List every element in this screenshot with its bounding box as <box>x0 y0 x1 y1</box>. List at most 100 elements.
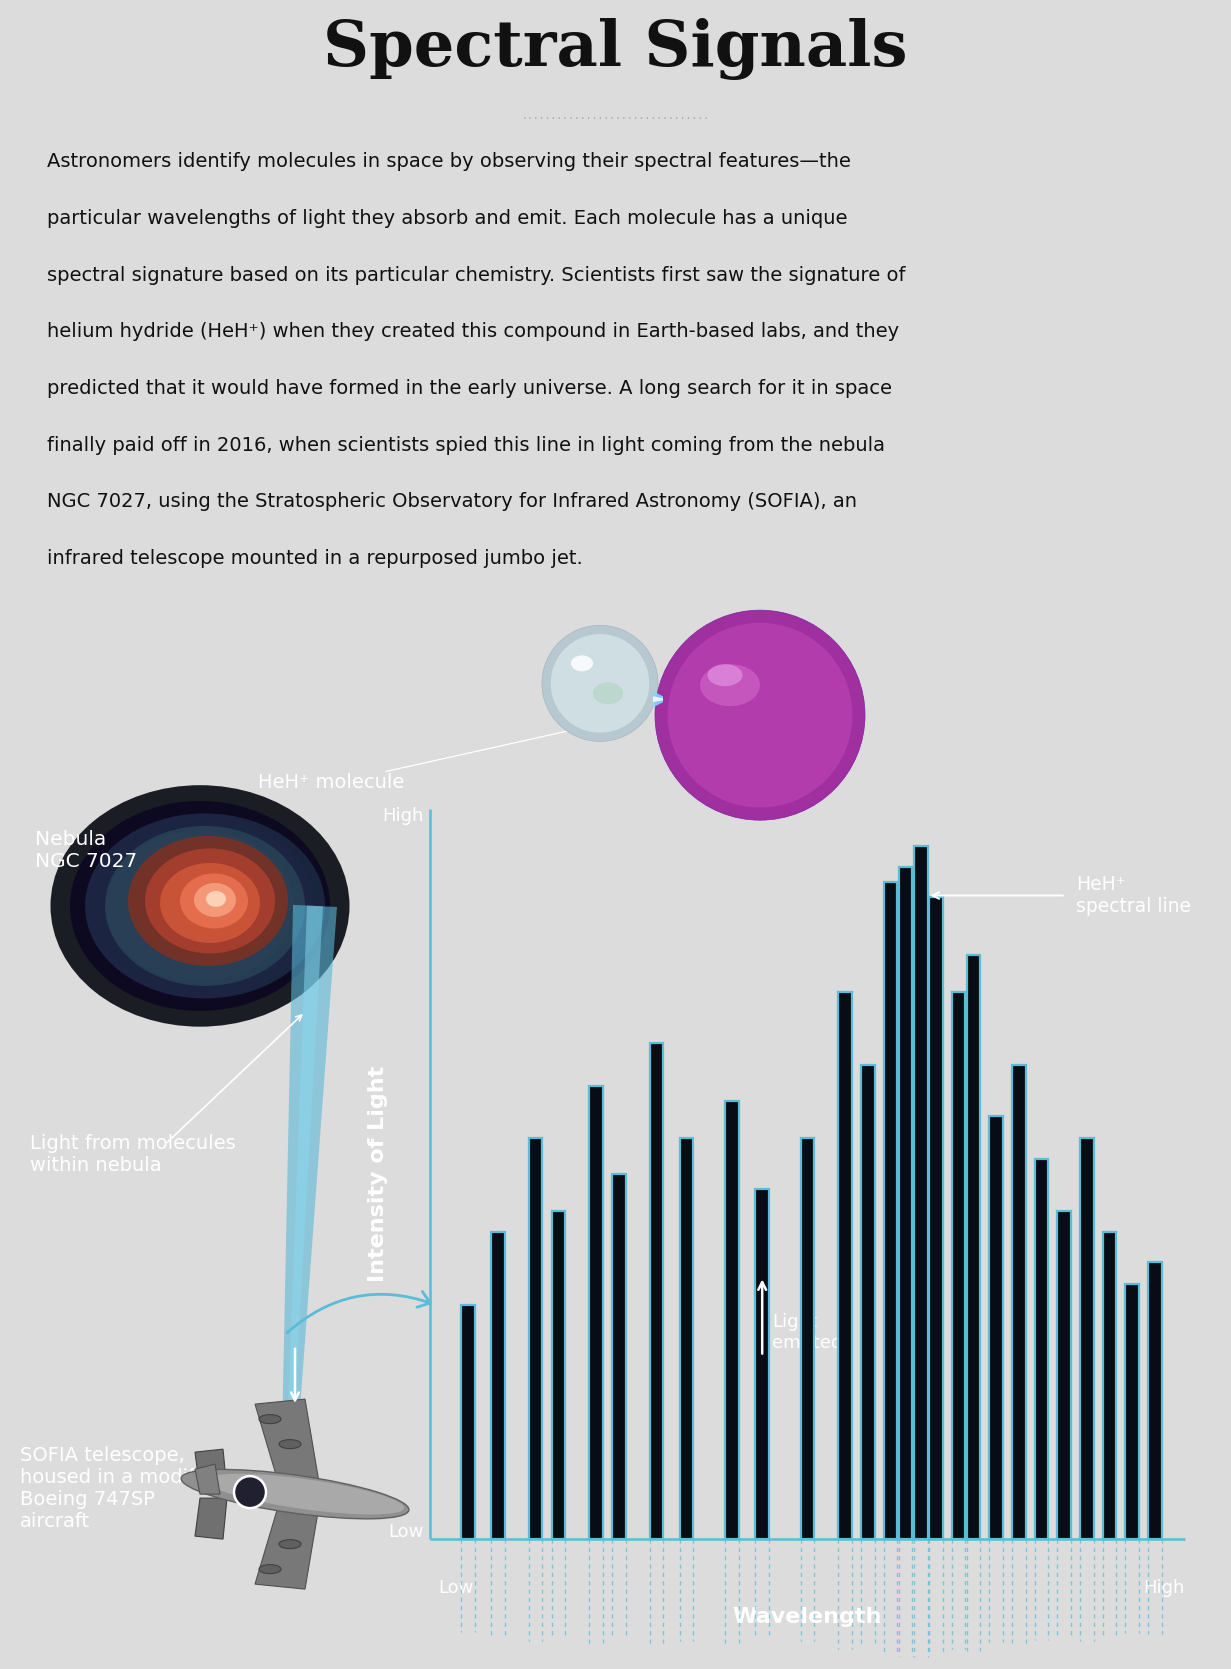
Bar <box>1080 1138 1093 1539</box>
Bar <box>952 991 965 1539</box>
Bar <box>680 1138 693 1539</box>
Bar <box>913 846 927 1539</box>
Ellipse shape <box>106 831 294 981</box>
Bar <box>1035 1160 1049 1539</box>
Circle shape <box>234 1475 266 1509</box>
Bar <box>491 1232 505 1539</box>
FancyArrowPatch shape <box>287 1292 430 1334</box>
Bar <box>1125 1283 1139 1539</box>
Text: spectral signature based on its particular chemistry. Scientists first saw the s: spectral signature based on its particul… <box>47 265 905 285</box>
Polygon shape <box>282 905 337 1437</box>
Text: Nebula
NGC 7027: Nebula NGC 7027 <box>34 829 137 871</box>
Ellipse shape <box>259 1415 281 1424</box>
Text: HeH⁺
spectral line: HeH⁺ spectral line <box>1076 875 1190 916</box>
Text: infrared telescope mounted in a repurposed jumbo jet.: infrared telescope mounted in a repurpos… <box>47 549 582 567</box>
Circle shape <box>667 623 852 808</box>
Bar <box>929 896 943 1539</box>
Bar <box>913 846 927 1539</box>
Ellipse shape <box>708 664 742 686</box>
Polygon shape <box>652 691 664 708</box>
Ellipse shape <box>145 848 275 953</box>
Bar <box>551 1210 565 1539</box>
Text: Astronomers identify molecules in space by observing their spectral features—the: Astronomers identify molecules in space … <box>47 152 851 172</box>
Polygon shape <box>255 1399 320 1489</box>
Bar <box>680 1138 693 1539</box>
Bar <box>650 1043 664 1539</box>
Bar <box>491 1232 505 1539</box>
Bar <box>929 896 943 1539</box>
Bar <box>1057 1210 1071 1539</box>
Polygon shape <box>255 1500 320 1589</box>
Bar <box>990 1115 1003 1539</box>
Polygon shape <box>194 1449 227 1490</box>
Bar <box>800 1138 814 1539</box>
Text: predicted that it would have formed in the early universe. A long search for it : predicted that it would have formed in t… <box>47 379 891 397</box>
Text: particular wavelengths of light they absorb and emit. Each molecule has a unique: particular wavelengths of light they abs… <box>47 209 847 229</box>
Ellipse shape <box>593 683 623 704</box>
Bar <box>952 991 965 1539</box>
Ellipse shape <box>206 1474 404 1514</box>
Polygon shape <box>194 1464 220 1494</box>
Text: Intensity of Light: Intensity of Light <box>368 1066 388 1282</box>
Circle shape <box>655 611 865 819</box>
Ellipse shape <box>85 813 325 998</box>
Bar <box>551 1210 565 1539</box>
Bar <box>1149 1262 1162 1539</box>
Ellipse shape <box>571 656 593 671</box>
Bar <box>590 1087 603 1539</box>
Bar <box>838 991 852 1539</box>
Text: Low: Low <box>389 1524 423 1540</box>
Bar <box>862 1065 875 1539</box>
Ellipse shape <box>160 863 260 943</box>
Bar <box>1035 1160 1049 1539</box>
Ellipse shape <box>259 1564 281 1574</box>
Bar <box>1012 1065 1025 1539</box>
Ellipse shape <box>180 873 247 928</box>
Bar <box>756 1188 769 1539</box>
Polygon shape <box>652 696 664 703</box>
Bar <box>529 1138 543 1539</box>
Ellipse shape <box>50 784 350 1026</box>
Circle shape <box>542 626 659 741</box>
Bar <box>460 1305 474 1539</box>
Bar <box>838 991 852 1539</box>
Bar <box>899 868 912 1539</box>
Bar <box>725 1102 739 1539</box>
Ellipse shape <box>181 1469 409 1519</box>
Bar <box>1080 1138 1093 1539</box>
Text: Light from molecules
within nebula: Light from molecules within nebula <box>30 1133 236 1175</box>
Bar <box>612 1173 625 1539</box>
Ellipse shape <box>128 836 288 966</box>
Bar <box>800 1138 814 1539</box>
Bar <box>460 1305 474 1539</box>
Bar <box>1012 1065 1025 1539</box>
Ellipse shape <box>206 891 227 906</box>
Bar <box>756 1188 769 1539</box>
Bar <box>862 1065 875 1539</box>
Bar <box>884 881 897 1539</box>
Text: Light
emitted: Light emitted <box>772 1314 842 1352</box>
Bar <box>725 1102 739 1539</box>
Text: finally paid off in 2016, when scientists spied this line in light coming from t: finally paid off in 2016, when scientist… <box>47 436 885 454</box>
Bar <box>1103 1232 1117 1539</box>
Text: Spectral Signals: Spectral Signals <box>324 18 907 80</box>
Bar <box>884 881 897 1539</box>
Text: High: High <box>383 808 423 824</box>
Bar <box>1057 1210 1071 1539</box>
Bar <box>990 1115 1003 1539</box>
Text: High: High <box>1144 1579 1185 1597</box>
Bar <box>966 955 980 1539</box>
Text: ................................: ................................ <box>522 110 709 120</box>
Ellipse shape <box>700 664 760 706</box>
Ellipse shape <box>279 1539 302 1549</box>
Ellipse shape <box>105 826 305 986</box>
Ellipse shape <box>70 801 330 1011</box>
Ellipse shape <box>279 1440 302 1449</box>
Text: Low: Low <box>438 1579 474 1597</box>
Bar <box>590 1087 603 1539</box>
Bar <box>1103 1232 1117 1539</box>
Text: NGC 7027, using the Stratospheric Observatory for Infrared Astronomy (SOFIA), an: NGC 7027, using the Stratospheric Observ… <box>47 492 857 511</box>
Bar <box>899 868 912 1539</box>
Polygon shape <box>194 1499 227 1539</box>
Bar <box>1125 1283 1139 1539</box>
